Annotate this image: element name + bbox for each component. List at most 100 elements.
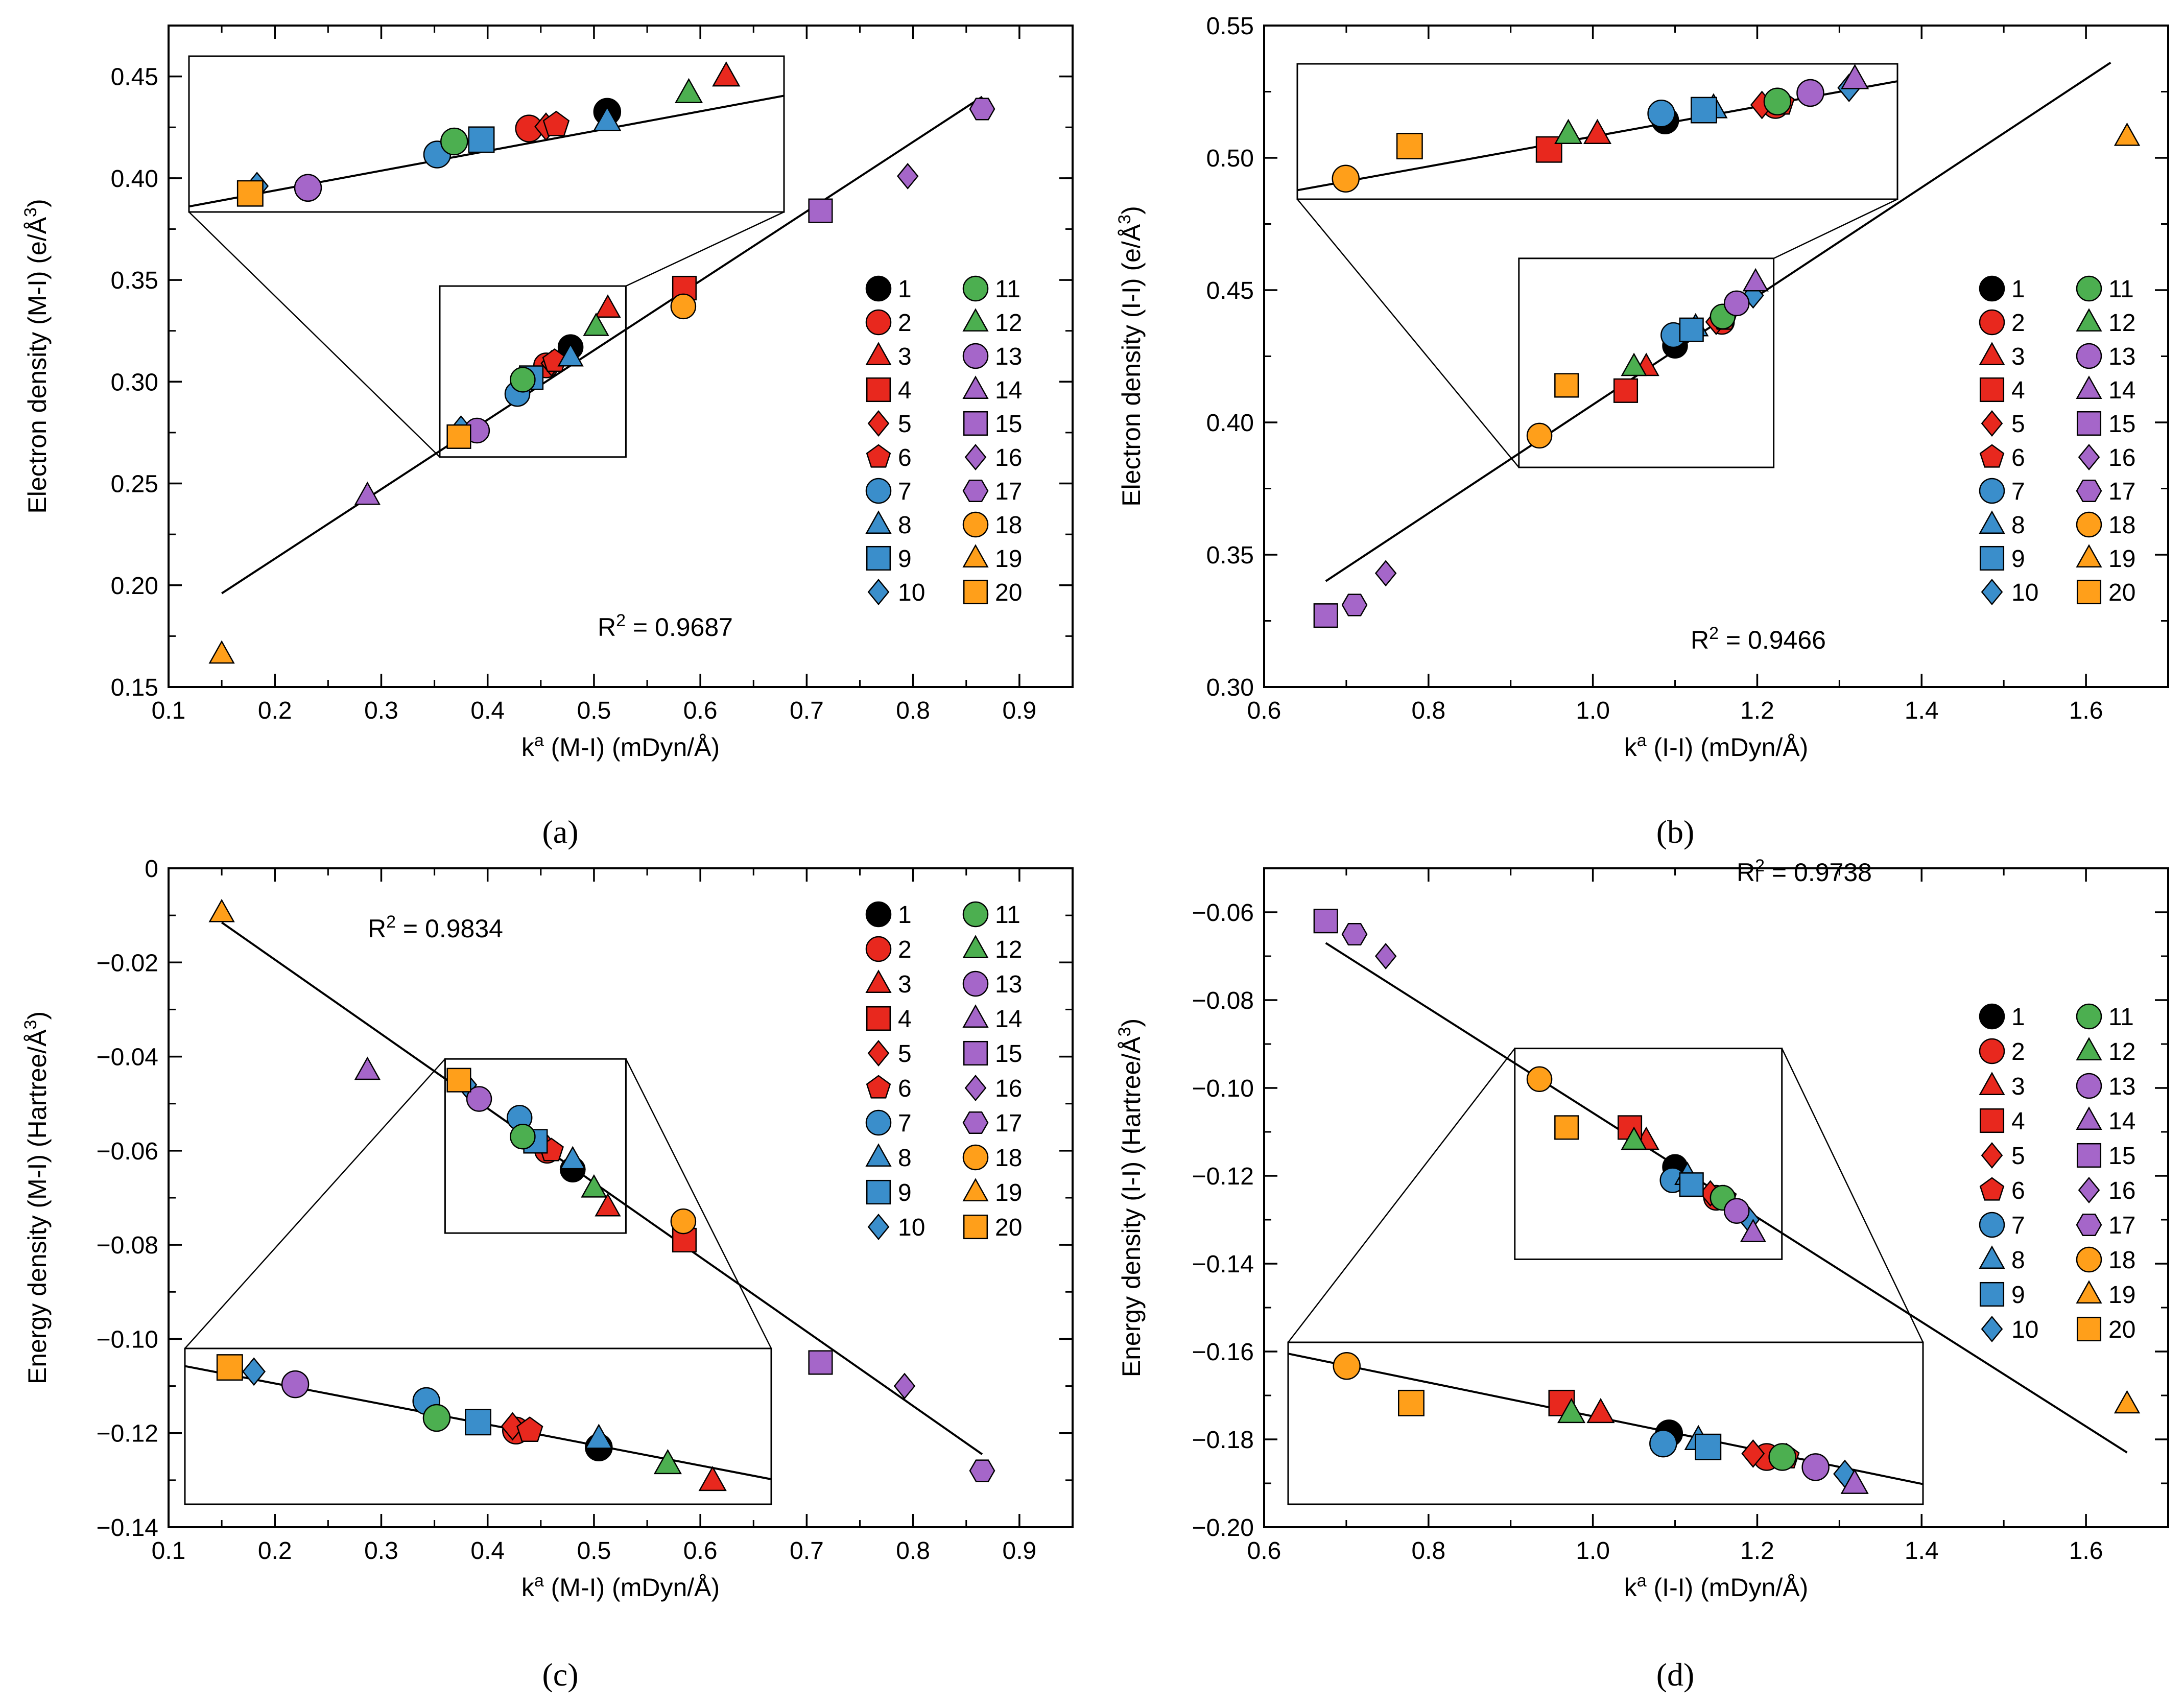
legend-marker-11 bbox=[2076, 1003, 2102, 1030]
x-tick-label: 1.6 bbox=[2069, 1537, 2103, 1565]
x-tick-label: 1.6 bbox=[2069, 697, 2103, 724]
zoom-connector-left bbox=[184, 1058, 446, 1349]
data-point-19 bbox=[2114, 1390, 2141, 1414]
data-point-20 bbox=[446, 1068, 471, 1093]
legend-marker-14 bbox=[962, 375, 989, 399]
data-point-20 bbox=[1554, 373, 1579, 398]
legend-marker-17 bbox=[962, 1111, 989, 1134]
y-tick-label: 0.45 bbox=[1206, 277, 1254, 304]
legend-label-20: 20 bbox=[2108, 579, 2135, 606]
legend-marker-4 bbox=[1979, 1108, 2005, 1133]
legend-label-13: 13 bbox=[995, 343, 1022, 370]
r-squared-label: R2 = 0.9834 bbox=[368, 912, 503, 943]
legend-label-8: 8 bbox=[2011, 512, 2025, 539]
data-point-15 bbox=[808, 198, 833, 223]
legend-marker-13 bbox=[962, 343, 989, 369]
inset-point-14 bbox=[1840, 1468, 1869, 1494]
y-tick-label: 0 bbox=[145, 856, 158, 883]
plot-frame bbox=[168, 25, 1074, 688]
legend-label-19: 19 bbox=[995, 1179, 1022, 1206]
r-squared-label: R2 = 0.9466 bbox=[1691, 624, 1826, 654]
y-tick-label: −0.06 bbox=[1192, 899, 1254, 927]
legend-marker-15 bbox=[2076, 411, 2102, 436]
legend-label-20: 20 bbox=[995, 1214, 1022, 1241]
data-point-12 bbox=[1621, 352, 1647, 376]
legend-marker-3 bbox=[865, 342, 892, 366]
x-tick-label: 0.2 bbox=[258, 697, 292, 724]
y-axis-label: Energy density (I-I) (Hartree/Å3) bbox=[1115, 1018, 1146, 1377]
legend-marker-3 bbox=[1979, 342, 2005, 366]
legend-marker-6 bbox=[866, 444, 891, 468]
data-point-14 bbox=[1740, 1219, 1767, 1242]
legend-marker-12 bbox=[962, 935, 989, 959]
legend-marker-19 bbox=[962, 1178, 989, 1202]
x-tick-label: 0.6 bbox=[1247, 697, 1281, 724]
legend-marker-11 bbox=[2076, 275, 2102, 302]
x-tick-label: 0.3 bbox=[364, 697, 398, 724]
legend-marker-9 bbox=[866, 1179, 891, 1205]
legend-label-7: 7 bbox=[2011, 1212, 2025, 1239]
legend-marker-11 bbox=[962, 275, 989, 302]
legend-marker-18 bbox=[2076, 511, 2102, 538]
legend-marker-5 bbox=[1981, 1142, 2003, 1169]
legend-marker-3 bbox=[865, 969, 892, 993]
y-tick-label: 0.15 bbox=[111, 674, 158, 701]
r-squared-label: R2 = 0.9738 bbox=[1737, 856, 1872, 887]
legend-label-7: 7 bbox=[898, 1110, 912, 1137]
inset-point-3 bbox=[698, 1465, 727, 1491]
regression-line bbox=[221, 921, 983, 1455]
legend-label-6: 6 bbox=[898, 1075, 912, 1102]
legend-label-13: 13 bbox=[2108, 343, 2135, 370]
legend-marker-2 bbox=[865, 936, 892, 962]
panels: 0.1 0.2 0.3 0.4 0.5 0.6 0.7 0.8 0.90.150.200.250… bbox=[21, 13, 2169, 1602]
legend-marker-18 bbox=[2076, 1246, 2102, 1273]
legend-marker-3 bbox=[1979, 1072, 2005, 1096]
x-tick-label: 1.0 bbox=[1576, 697, 1610, 724]
y-axis-label: Electron density (M-I) (e/Å3) bbox=[21, 199, 52, 513]
data-point-12 bbox=[583, 312, 609, 336]
y-tick-label: −0.06 bbox=[97, 1138, 158, 1165]
zoom-connector-left bbox=[1297, 199, 1520, 468]
legend-label-5: 5 bbox=[2011, 411, 2025, 438]
x-tick-label: 1.0 bbox=[1576, 1537, 1610, 1565]
legend-marker-20 bbox=[2076, 1316, 2102, 1342]
legend-label-17: 17 bbox=[995, 478, 1022, 505]
x-tick-label: 0.8 bbox=[1411, 697, 1445, 724]
data-point-17 bbox=[1341, 922, 1368, 946]
inset-point-5 bbox=[1741, 1439, 1765, 1468]
legend-label-4: 4 bbox=[898, 1006, 912, 1033]
legend-marker-8 bbox=[865, 510, 892, 534]
inset-point-18 bbox=[1333, 1352, 1361, 1380]
legend-label-19: 19 bbox=[995, 546, 1022, 573]
inset-point-6 bbox=[516, 1416, 543, 1442]
legend-label-14: 14 bbox=[995, 1006, 1022, 1033]
legend-marker-2 bbox=[865, 309, 892, 336]
zoom-connector-right bbox=[625, 1058, 772, 1349]
legend-marker-13 bbox=[2076, 1073, 2102, 1099]
inset-zoom bbox=[188, 55, 785, 213]
zoom-region-box bbox=[444, 1058, 627, 1234]
legend-marker-18 bbox=[962, 511, 989, 538]
inset-point-7 bbox=[1649, 1429, 1677, 1458]
data-point-18 bbox=[1526, 422, 1553, 449]
legend-label-18: 18 bbox=[995, 1145, 1022, 1172]
legend-marker-5 bbox=[867, 1040, 890, 1067]
x-tick-label: 0.8 bbox=[896, 697, 930, 724]
inset-point-11 bbox=[440, 127, 468, 156]
chart-panel-4: 0.6 0.8 1.0 1.2 1.4 1.6 −0.20 −0.18 −0.16 −0.14 −0… bbox=[1115, 856, 2169, 1602]
data-point-16 bbox=[893, 1372, 916, 1400]
legend-label-15: 15 bbox=[2108, 411, 2135, 438]
inset-zoom bbox=[184, 1347, 772, 1505]
x-tick-label: 0.4 bbox=[470, 697, 505, 724]
y-tick-label: −0.10 bbox=[97, 1326, 158, 1353]
legend-label-1: 1 bbox=[898, 276, 912, 303]
legend-marker-7 bbox=[1979, 1212, 2005, 1238]
x-tick-label: 1.2 bbox=[1740, 1537, 1774, 1565]
legend-marker-10 bbox=[1981, 1316, 2003, 1342]
legend-label-19: 19 bbox=[2108, 546, 2135, 573]
y-tick-label: −0.08 bbox=[1192, 987, 1254, 1014]
legend-label-3: 3 bbox=[898, 343, 912, 370]
chart-panel-2: 0.6 0.8 1.0 1.2 1.4 1.6 0.30 0.35 0.40 0.45 0.50 0.… bbox=[1115, 13, 2169, 762]
legend-marker-19 bbox=[2076, 1280, 2102, 1304]
legend-label-6: 6 bbox=[2011, 444, 2025, 471]
